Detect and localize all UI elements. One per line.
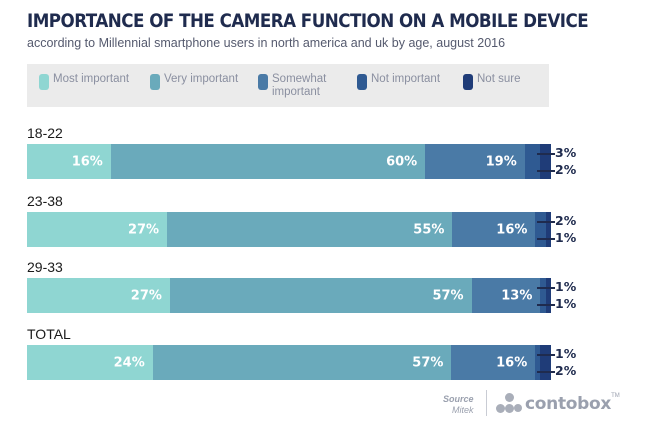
data-label: 2%	[555, 363, 577, 378]
legend-swatch	[39, 74, 49, 90]
bar-segment: 27%	[27, 278, 170, 313]
data-label: 27%	[127, 222, 160, 237]
bar-segment: 16%	[27, 144, 111, 179]
stacked-bar: 24% 57% 16%	[27, 345, 551, 380]
leader-line	[537, 238, 555, 240]
bar-segment: 27%	[27, 212, 168, 247]
source-label: Source	[443, 394, 474, 404]
data-label: 13%	[501, 288, 533, 303]
legend-swatch	[258, 74, 268, 90]
bar-segment	[535, 345, 541, 380]
leader-line	[537, 221, 555, 223]
stacked-bar: 27% 55% 16%	[27, 212, 551, 247]
data-label: 27%	[130, 288, 162, 303]
bar-segment: 13%	[471, 278, 541, 313]
contobox-logo: contobox TM	[496, 393, 620, 415]
category-label: TOTAL	[27, 326, 71, 342]
data-label: 2%	[555, 162, 577, 177]
chart-subtitle: according to Millennial smartphone users…	[27, 36, 506, 50]
logo-trademark: TM	[611, 393, 620, 399]
bar-segment: 55%	[167, 212, 453, 247]
category-label: 18-22	[27, 125, 63, 141]
bar-segment	[540, 144, 551, 179]
bar-segment	[524, 144, 541, 179]
bar-segment: 60%	[110, 144, 426, 179]
bar-segment: 19%	[425, 144, 525, 179]
stacked-bar: 27% 57% 13%	[27, 278, 551, 313]
logo-text: contobox	[525, 394, 612, 414]
data-label: 57%	[412, 355, 444, 370]
legend-item: Not sure	[463, 73, 520, 90]
leader-line	[537, 354, 555, 356]
leader-line	[537, 304, 555, 306]
bar-segment	[540, 345, 551, 380]
data-label: 60%	[386, 154, 418, 169]
bar-segment: 57%	[152, 345, 452, 380]
legend-label: Not important	[371, 73, 441, 85]
data-label: 2%	[555, 213, 577, 228]
data-label: 16%	[71, 154, 103, 169]
data-label: 16%	[496, 222, 528, 237]
bar-segment	[545, 212, 551, 247]
category-label: 23-38	[27, 193, 63, 209]
legend-swatch	[150, 74, 160, 90]
data-label: 1%	[555, 279, 577, 294]
stacked-bar: 16% 60% 19%	[27, 144, 551, 179]
bar-segment: 16%	[451, 345, 536, 380]
legend-swatch	[357, 74, 367, 90]
bar-segment: 24%	[27, 345, 153, 380]
legend-label: Somewhat important	[272, 73, 327, 98]
data-label: 1%	[555, 296, 577, 311]
leader-line	[537, 287, 555, 289]
legend-item: Most important	[39, 73, 129, 90]
footer-divider	[486, 390, 487, 416]
chart-title: IMPORTANCE OF THE CAMERA FUNCTION ON A M…	[27, 10, 589, 32]
leader-line	[537, 170, 555, 172]
source-note: Source Mitek	[443, 394, 474, 416]
bar-segment: 57%	[169, 278, 472, 313]
leader-line	[537, 153, 555, 155]
legend-item: Somewhat important	[258, 73, 334, 99]
data-label: 24%	[113, 355, 145, 370]
data-label: 1%	[555, 230, 577, 245]
category-label: 29-33	[27, 259, 63, 275]
legend-label: Very important	[164, 73, 239, 85]
legend: Most important Very important Somewhat imp…	[27, 64, 549, 107]
data-label: 3%	[555, 145, 577, 160]
legend-label: Most important	[53, 73, 130, 85]
legend-item: Not important	[357, 73, 440, 90]
legend-swatch	[463, 74, 473, 90]
bar-segment	[545, 278, 551, 313]
legend-label: Not sure	[477, 73, 521, 85]
bar-segment: 16%	[452, 212, 536, 247]
data-label: 19%	[485, 154, 517, 169]
data-label: 57%	[432, 288, 464, 303]
leader-line	[537, 371, 555, 373]
data-label: 1%	[555, 346, 577, 361]
bar-segment	[540, 278, 546, 313]
legend-item: Very important	[150, 73, 238, 90]
source-value: Mitek	[452, 405, 474, 415]
bar-segment	[535, 212, 546, 247]
data-label: 16%	[496, 355, 528, 370]
data-label: 55%	[413, 222, 445, 237]
logo-mark-icon	[496, 393, 522, 415]
